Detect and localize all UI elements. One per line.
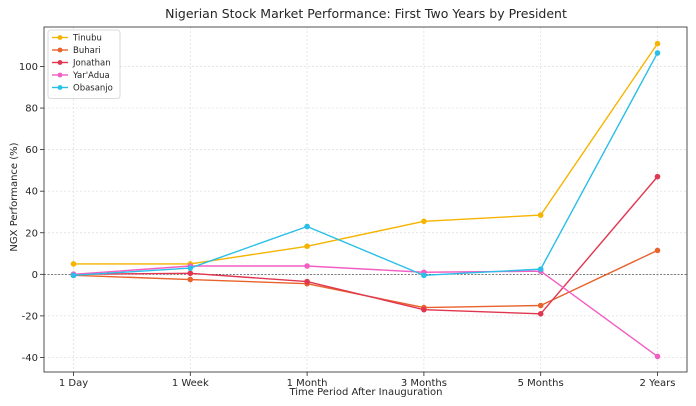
data-point-obasanjo (70, 272, 77, 279)
y-tick-label: 60 (25, 145, 38, 156)
data-point-jonathan (654, 173, 661, 180)
y-tick-label: 0 (32, 270, 38, 281)
legend-marker-buhari (57, 47, 63, 53)
y-tick-label: -20 (22, 311, 38, 322)
x-tick-label: 2 Years (640, 378, 676, 389)
data-point-yar-adua (654, 353, 661, 360)
y-tick-label: 20 (25, 228, 38, 239)
x-tick-label: 1 Month (287, 378, 328, 389)
y-axis: -40 -20 0 20 40 60 80 100 (19, 62, 44, 364)
data-point-jonathan (537, 311, 544, 317)
data-point-obasanjo (421, 272, 427, 279)
x-tick-label: 1 Day (59, 378, 88, 389)
x-tick-label: 1 Week (172, 378, 209, 389)
series-line-yar-adua (73, 265, 658, 357)
y-tick-label: 80 (25, 104, 38, 115)
data-point-buhari (654, 247, 661, 254)
y-axis-label: NGX Performance (%) (9, 142, 20, 251)
y-tick-label: -40 (22, 353, 38, 364)
data-point-buhari (537, 302, 544, 309)
series-tinubu (70, 40, 661, 267)
series-jonathan (70, 173, 661, 317)
legend: Tinubu Buhari Jonathan Yar'Adua Obasanjo (47, 29, 121, 99)
data-point-jonathan (421, 306, 427, 313)
data-point-yar-adua (304, 263, 310, 269)
data-point-jonathan (304, 278, 310, 285)
series-line-tinubu (73, 43, 659, 265)
series-line-obasanjo (73, 52, 659, 277)
data-point-obasanjo (654, 50, 661, 56)
legend-marker-obasanjo (57, 85, 63, 90)
legend-label-yar-adua: Yar'Adua (72, 71, 110, 81)
legend-marker-tinubu (57, 35, 63, 40)
x-tick-label: 5 Months (518, 378, 564, 389)
series-obasanjo (70, 50, 661, 279)
series-group (70, 40, 661, 360)
data-point-buhari (187, 276, 194, 283)
legend-box (47, 29, 121, 99)
legend-label-obasanjo: Obasanjo (73, 84, 113, 94)
legend-marker-yar-adua (57, 72, 63, 78)
y-tick-label: 100 (19, 62, 38, 73)
x-axis: 1 Day 1 Week 1 Month 3 Months 5 Months 2 Year… (59, 372, 676, 389)
data-point-tinubu (654, 40, 661, 47)
data-point-tinubu (537, 212, 544, 218)
legend-label-buhari: Buhari (73, 46, 101, 56)
grid-lines (44, 27, 687, 372)
data-point-tinubu (304, 243, 310, 250)
data-point-obasanjo (304, 223, 310, 230)
y-tick-label: 40 (25, 187, 38, 198)
data-point-jonathan (187, 270, 194, 277)
data-point-obasanjo (537, 266, 544, 272)
legend-label-tinubu: Tinubu (72, 34, 102, 44)
legend-marker-jonathan (57, 60, 63, 65)
data-point-tinubu (421, 218, 427, 225)
series-line-jonathan (73, 176, 659, 315)
legend-label-jonathan: Jonathan (72, 59, 111, 69)
chart-title: Nigerian Stock Market Performance: First… (165, 6, 567, 21)
data-point-obasanjo (187, 265, 194, 271)
data-point-tinubu (70, 261, 77, 267)
x-axis-label: Time Period After Inauguration (288, 387, 442, 398)
x-tick-label: 3 Months (401, 378, 447, 389)
series-buhari (70, 247, 661, 311)
plot-frame (43, 26, 688, 373)
